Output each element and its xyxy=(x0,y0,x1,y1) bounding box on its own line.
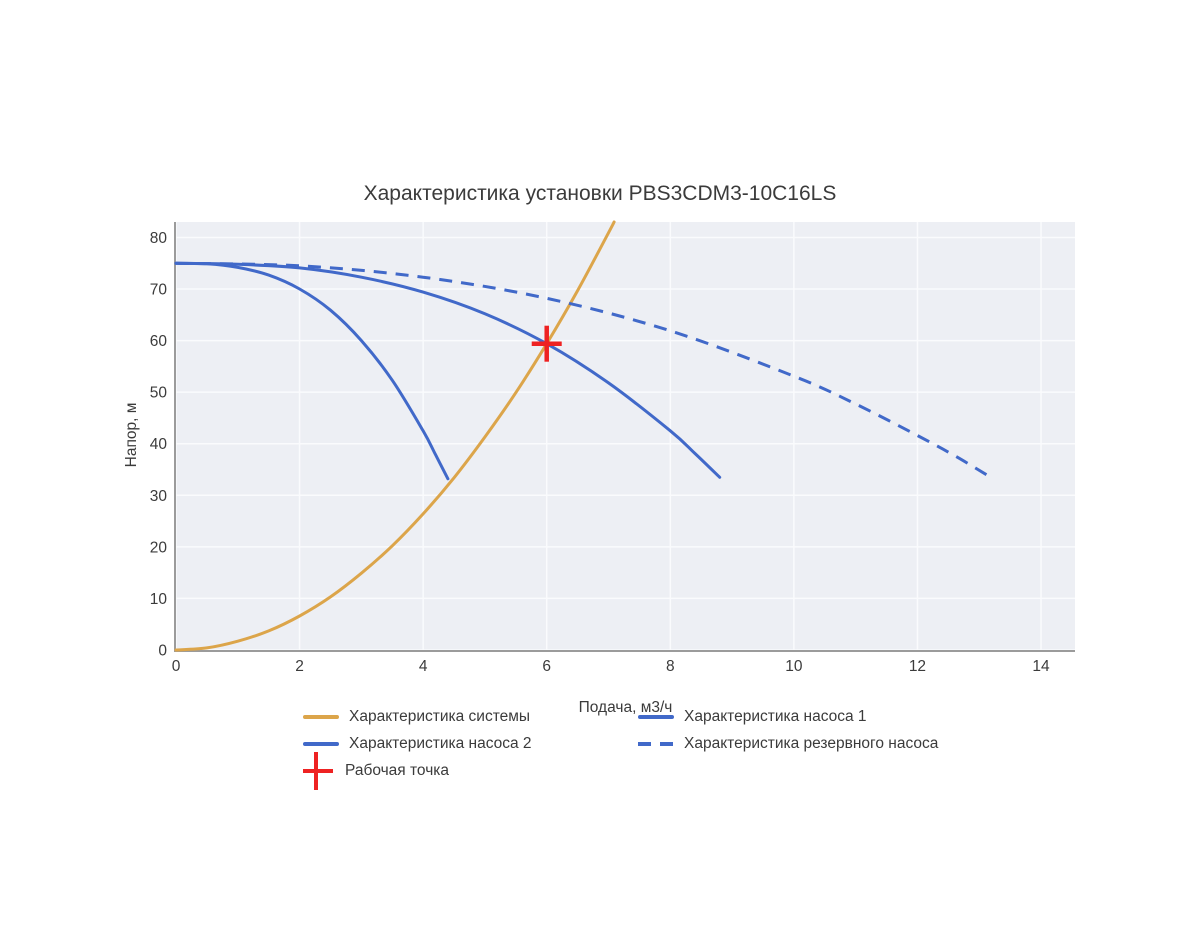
y-tick-label: 30 xyxy=(150,488,168,505)
legend-item-label: Рабочая точка xyxy=(345,761,450,779)
reserve-dashed-line-icon xyxy=(638,741,676,746)
y-tick-label: 70 xyxy=(150,282,168,299)
plot-area xyxy=(176,222,1075,650)
y-tick-label: 50 xyxy=(150,385,168,402)
x-tick-label: 8 xyxy=(666,658,675,675)
x-tick-label: 2 xyxy=(295,658,304,675)
curve-reserve xyxy=(175,261,993,480)
y-tick-label: 80 xyxy=(150,230,168,247)
curve-pump1 xyxy=(174,261,450,481)
cross-marker-icon xyxy=(303,751,337,790)
y-axis-title: Напор, м xyxy=(123,402,140,468)
pump1-line-icon xyxy=(638,714,676,719)
legend-item-working-point[interactable]: Рабочая точка xyxy=(303,751,638,790)
x-tick-label: 4 xyxy=(419,658,428,675)
y-tick-label: 60 xyxy=(150,333,168,350)
y-tick-label: 40 xyxy=(150,436,168,453)
legend-item-pump1[interactable]: Характеристика насоса 1 xyxy=(638,708,938,726)
y-tick-label: 0 xyxy=(158,643,167,660)
legend-item-system[interactable]: Характеристика системы xyxy=(303,708,638,726)
legend: Характеристика системы Характеристика на… xyxy=(303,703,938,790)
pump2-line-icon xyxy=(303,741,341,746)
chart-title: Характеристика установки PBS3CDM3-10C16L… xyxy=(363,182,837,205)
legend-item-reserve[interactable]: Характеристика резервного насоса xyxy=(638,735,938,753)
curve-system xyxy=(174,220,616,652)
y-tick-label: 20 xyxy=(150,539,168,556)
x-tick-label: 6 xyxy=(542,658,551,675)
legend-item-label: Характеристика насоса 2 xyxy=(349,734,532,752)
legend-item-pump2[interactable]: Характеристика насоса 2 xyxy=(303,735,638,753)
curve-pump2 xyxy=(174,261,722,479)
y-tick-label: 10 xyxy=(150,591,168,608)
system-line-icon xyxy=(303,714,341,719)
legend-item-label: Характеристика насоса 1 xyxy=(684,707,867,725)
legend-item-label: Характеристика системы xyxy=(349,707,531,725)
x-tick-label: 14 xyxy=(1032,658,1050,675)
x-tick-label: 0 xyxy=(172,658,181,675)
legend-item-label: Характеристика резервного насоса xyxy=(684,734,939,752)
x-tick-label: 12 xyxy=(909,658,926,675)
x-tick-label: 10 xyxy=(785,658,803,675)
